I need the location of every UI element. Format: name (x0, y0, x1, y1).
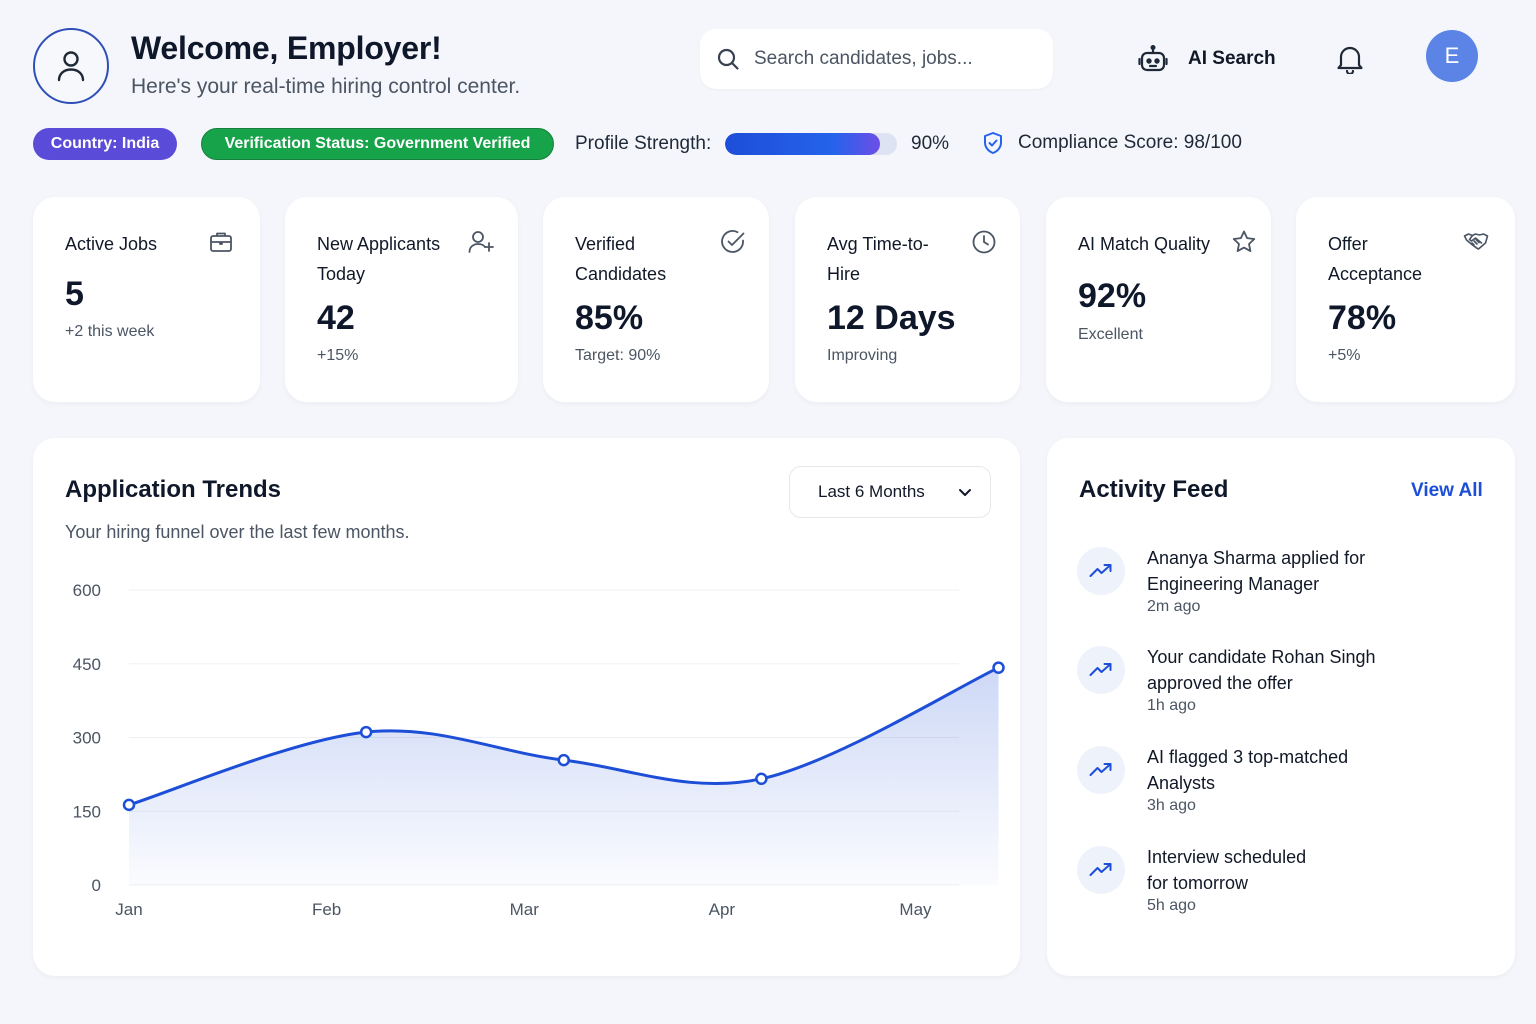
application-trends-chart: 0 150 300 450 600 Jan Feb Mar Apr May (73, 581, 1005, 919)
date-range-dropdown[interactable]: Last 6 Months (789, 466, 991, 518)
data-point (755, 772, 768, 786)
search-input[interactable] (754, 48, 1034, 70)
y-tick-label: 300 (73, 729, 101, 748)
x-tick-label: Feb (312, 900, 341, 919)
date-range-label: Last 6 Months (818, 482, 925, 501)
activity-line-2: approved the offer (1147, 673, 1293, 693)
data-point (359, 725, 373, 739)
star-icon (1231, 229, 1257, 255)
activity-line-1: Interview scheduled (1147, 847, 1307, 867)
stat-label: Avg Time-to-Hire (827, 234, 929, 284)
stat-label: AI Match Quality (1078, 234, 1211, 254)
handshake-icon (1463, 229, 1489, 255)
view-all-link[interactable]: View All (1411, 480, 1483, 501)
country-badge: Country: India (33, 128, 177, 160)
activity-line-1: Your candidate Rohan Singh (1147, 647, 1376, 667)
bell-icon (1337, 46, 1363, 74)
stat-sub: +5% (1328, 347, 1361, 364)
profile-strength-bar (725, 133, 897, 155)
stat-label: Active Jobs (65, 234, 158, 254)
profile-avatar[interactable] (33, 28, 109, 104)
stat-label: Offer Acceptance (1328, 234, 1423, 284)
activity-time: 1h ago (1147, 697, 1196, 714)
stat-label: New Applicants Today (317, 234, 441, 284)
activity-item[interactable]: Ananya Sharma applied for Engineering Ma… (1077, 545, 1497, 616)
chart-subtitle: Your hiring funnel over the last few mon… (65, 522, 410, 542)
page-title: Welcome, Employer! (131, 30, 442, 66)
compliance-score: Compliance Score: 98/100 (982, 131, 1242, 155)
activity-time: 3h ago (1147, 797, 1196, 814)
briefcase-icon (208, 229, 234, 255)
search-icon (717, 48, 739, 70)
stat-card-verified-candidates[interactable]: Verified Candidates 85% Target: 90% (543, 197, 769, 402)
profile-strength-value: 90% (911, 133, 950, 154)
profile-strength-fill (725, 133, 880, 155)
notifications-button[interactable] (1334, 42, 1366, 76)
stat-sub: Excellent (1078, 326, 1143, 343)
stat-sub: Target: 90% (575, 347, 661, 364)
area-fill (129, 667, 999, 885)
activity-time: 5h ago (1147, 897, 1196, 914)
activity-line-1: AI flagged 3 top-matched (1147, 747, 1349, 767)
y-tick-label: 450 (73, 655, 101, 674)
x-tick-label: Mar (510, 900, 540, 919)
stat-value: 12 Days (827, 299, 956, 337)
chevron-down-icon (959, 489, 971, 496)
stat-card-offer-acceptance[interactable]: Offer Acceptance 78% +5% (1296, 197, 1515, 402)
stat-value: 92% (1078, 277, 1147, 315)
x-tick-label: Jan (115, 900, 142, 919)
activity-line-2: Engineering Manager (1147, 574, 1320, 594)
ai-search-button[interactable]: AI Search (1138, 42, 1276, 76)
stat-card-new-applicants[interactable]: New Applicants Today 42 +15% (285, 197, 518, 402)
application-trends-card: Application Trends Your hiring funnel ov… (33, 438, 1020, 976)
data-point (557, 753, 571, 767)
stat-sub: Improving (827, 347, 898, 364)
trending-up-icon (1077, 547, 1125, 595)
stat-card-ai-match[interactable]: AI Match Quality 92% Excellent (1046, 197, 1271, 402)
page-subtitle: Here's your real-time hiring control cen… (131, 75, 521, 98)
data-point (122, 798, 136, 812)
activity-line-2: Analysts (1147, 773, 1216, 793)
robot-icon (1138, 45, 1168, 72)
stat-sub: +2 this week (65, 323, 155, 340)
user-avatar[interactable]: E (1426, 30, 1478, 82)
user-icon (57, 51, 85, 82)
ai-search-label: AI Search (1188, 48, 1276, 69)
trending-up-icon (1077, 646, 1125, 694)
y-tick-label: 0 (92, 876, 101, 895)
activity-line-1: Ananya Sharma applied for (1147, 548, 1366, 568)
stat-value: 42 (317, 299, 355, 337)
activity-item[interactable]: AI flagged 3 top-matched Analysts 3h ago (1077, 744, 1497, 815)
stat-sub: +15% (317, 347, 359, 364)
profile-strength-label: Profile Strength: (575, 133, 712, 154)
trending-up-icon (1077, 746, 1125, 794)
activity-item[interactable]: Your candidate Rohan Singh approved the … (1077, 644, 1497, 715)
stat-value: 78% (1328, 299, 1397, 337)
trending-up-icon (1077, 846, 1125, 894)
y-tick-label: 150 (73, 802, 101, 821)
stat-value: 5 (65, 275, 84, 313)
activity-line-2: for tomorrow (1147, 873, 1249, 893)
activity-feed-card: Activity Feed View All Ananya Sharma app… (1047, 438, 1515, 976)
x-tick-label: Apr (709, 900, 736, 919)
chart-title: Application Trends (65, 476, 282, 503)
y-tick-label: 600 (73, 581, 101, 600)
shield-check-icon (984, 132, 1002, 154)
stat-card-active-jobs[interactable]: Active Jobs 5 +2 this week (33, 197, 260, 402)
check-circle-icon (720, 229, 746, 255)
clock-icon (971, 229, 997, 255)
user-plus-icon (468, 229, 494, 255)
stat-card-time-to-hire[interactable]: Avg Time-to-Hire 12 Days Improving (795, 197, 1020, 402)
x-tick-label: May (899, 900, 932, 919)
activity-title: Activity Feed (1079, 476, 1229, 503)
compliance-label: Compliance Score: 98/100 (1018, 132, 1242, 153)
stat-label: Verified Candidates (575, 234, 667, 284)
stat-value: 85% (575, 299, 644, 337)
verification-badge: Verification Status: Government Verified (201, 128, 554, 160)
activity-time: 2m ago (1147, 598, 1201, 615)
activity-item[interactable]: Interview scheduled for tomorrow 5h ago (1077, 844, 1497, 915)
data-point (992, 661, 1005, 674)
search-bar[interactable] (700, 29, 1053, 89)
